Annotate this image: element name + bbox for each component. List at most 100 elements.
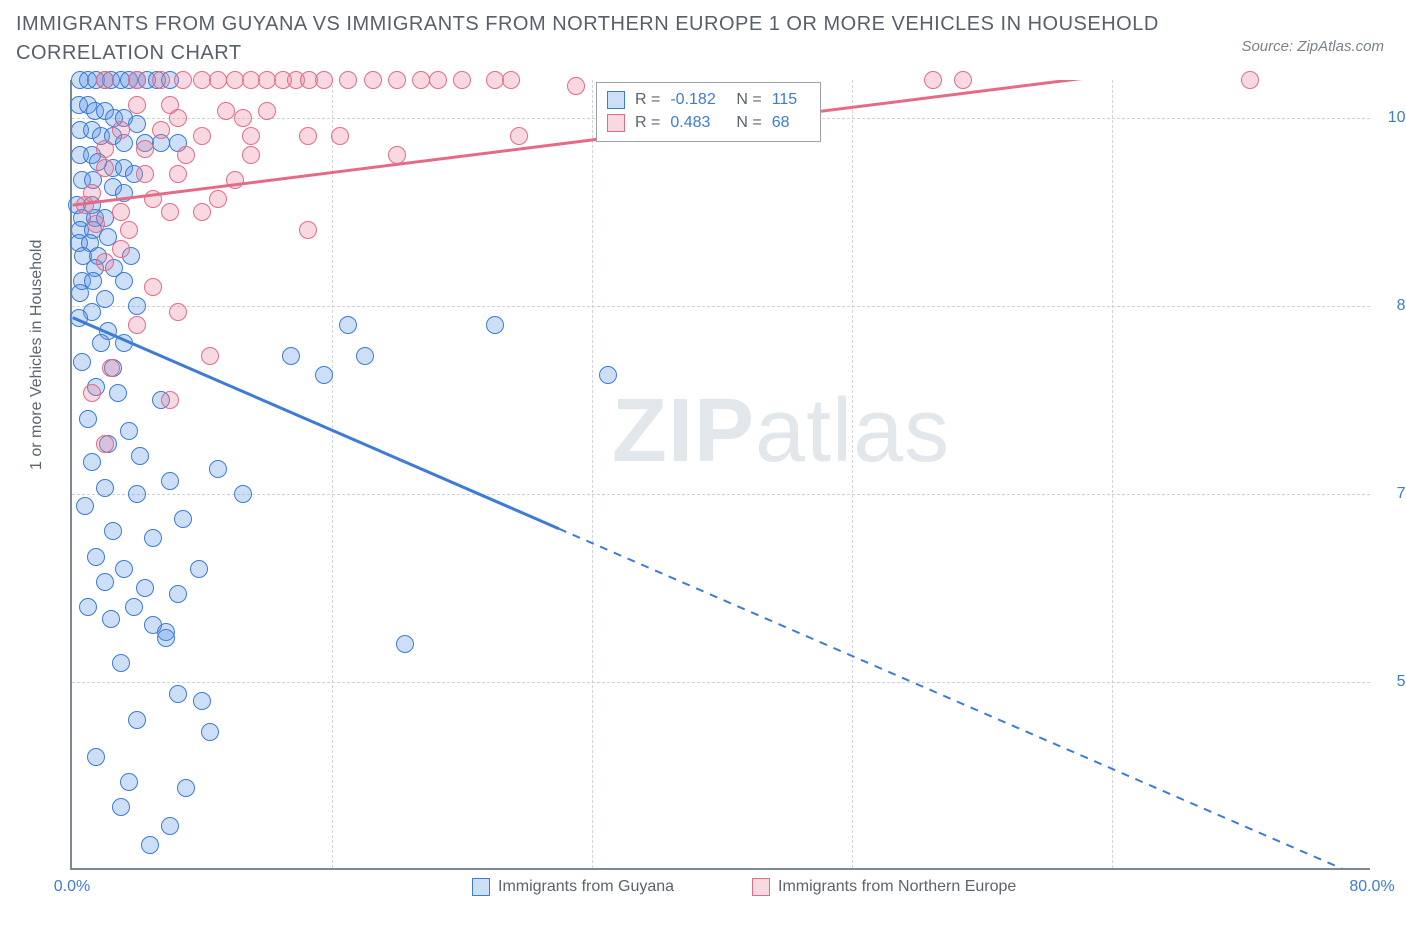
data-point-guyana — [112, 798, 130, 816]
data-point-neurope — [136, 140, 154, 158]
data-point-neurope — [144, 190, 162, 208]
data-point-guyana — [92, 334, 110, 352]
data-point-guyana — [144, 529, 162, 547]
stats-row-guyana: R =-0.182N =115 — [607, 88, 808, 111]
data-point-neurope — [144, 278, 162, 296]
chart-plot-area: ZIPatlas 55.0%70.0%85.0%100.0%0.0%80.0%R… — [70, 80, 1370, 870]
data-point-guyana — [115, 560, 133, 578]
data-point-neurope — [136, 165, 154, 183]
stats-legend: R =-0.182N =115R =0.483N =68 — [596, 82, 821, 142]
data-point-guyana — [115, 334, 133, 352]
data-point-neurope — [242, 146, 260, 164]
y-tick-label: 70.0% — [1378, 485, 1406, 503]
data-point-neurope — [226, 171, 244, 189]
data-point-guyana — [76, 497, 94, 515]
gridline-v — [1112, 80, 1113, 868]
data-point-guyana — [339, 316, 357, 334]
legend-swatch — [752, 878, 770, 896]
data-point-guyana — [131, 447, 149, 465]
stats-row-neurope: R =0.483N =68 — [607, 111, 808, 134]
data-point-guyana — [201, 723, 219, 741]
data-point-neurope — [567, 77, 585, 95]
gridline-h — [72, 682, 1370, 683]
y-tick-label: 85.0% — [1378, 297, 1406, 315]
data-point-guyana — [71, 284, 89, 302]
x-tick-label: 0.0% — [54, 878, 90, 896]
data-point-guyana — [599, 366, 617, 384]
data-point-guyana — [396, 635, 414, 653]
data-point-neurope — [169, 165, 187, 183]
data-point-guyana — [128, 115, 146, 133]
data-point-neurope — [87, 215, 105, 233]
legend-swatch — [472, 878, 490, 896]
data-point-neurope — [364, 71, 382, 89]
data-point-neurope — [510, 127, 528, 145]
gridline-v — [852, 80, 853, 868]
legend-swatch — [607, 91, 625, 109]
watermark-bold: ZIP — [612, 381, 755, 481]
data-point-neurope — [388, 146, 406, 164]
data-point-neurope — [96, 140, 114, 158]
data-point-neurope — [128, 71, 146, 89]
data-point-neurope — [169, 109, 187, 127]
x-tick-label: 80.0% — [1349, 878, 1394, 896]
data-point-guyana — [109, 384, 127, 402]
data-point-guyana — [70, 309, 88, 327]
data-point-neurope — [209, 190, 227, 208]
data-point-guyana — [112, 654, 130, 672]
data-point-neurope — [242, 127, 260, 145]
data-point-guyana — [169, 685, 187, 703]
gridline-v — [332, 80, 333, 868]
gridline-h — [72, 306, 1370, 307]
data-point-neurope — [954, 71, 972, 89]
legend-swatch — [607, 114, 625, 132]
legend-label: Immigrants from Northern Europe — [778, 878, 1016, 896]
data-point-neurope — [388, 71, 406, 89]
data-point-neurope — [76, 196, 94, 214]
data-point-guyana — [177, 779, 195, 797]
data-point-guyana — [356, 347, 374, 365]
data-point-neurope — [502, 71, 520, 89]
data-point-neurope — [201, 347, 219, 365]
data-point-neurope — [161, 203, 179, 221]
data-point-guyana — [128, 297, 146, 315]
gridline-h — [72, 494, 1370, 495]
legend-item-guyana: Immigrants from Guyana — [472, 878, 674, 896]
data-point-neurope — [331, 127, 349, 145]
data-point-neurope — [96, 435, 114, 453]
data-point-guyana — [128, 711, 146, 729]
data-point-neurope — [315, 71, 333, 89]
y-tick-label: 55.0% — [1378, 673, 1406, 691]
data-point-guyana — [120, 422, 138, 440]
data-point-neurope — [234, 109, 252, 127]
legend-item-neurope: Immigrants from Northern Europe — [752, 878, 1016, 896]
data-point-guyana — [79, 410, 97, 428]
data-point-neurope — [169, 303, 187, 321]
data-point-neurope — [174, 71, 192, 89]
data-point-neurope — [339, 71, 357, 89]
data-point-guyana — [102, 610, 120, 628]
data-point-guyana — [234, 485, 252, 503]
data-point-guyana — [104, 522, 122, 540]
data-point-guyana — [209, 460, 227, 478]
data-point-neurope — [152, 71, 170, 89]
data-point-neurope — [112, 240, 130, 258]
data-point-guyana — [96, 573, 114, 591]
gridline-v — [592, 80, 593, 868]
data-point-guyana — [157, 629, 175, 647]
watermark: ZIPatlas — [612, 380, 950, 483]
data-point-guyana — [96, 479, 114, 497]
data-point-neurope — [924, 71, 942, 89]
data-point-guyana — [161, 472, 179, 490]
data-point-guyana — [120, 773, 138, 791]
data-point-neurope — [128, 96, 146, 114]
data-point-neurope — [112, 121, 130, 139]
data-point-neurope — [96, 159, 114, 177]
data-point-guyana — [83, 453, 101, 471]
data-point-neurope — [193, 203, 211, 221]
data-point-neurope — [429, 71, 447, 89]
data-point-neurope — [193, 127, 211, 145]
data-point-guyana — [79, 598, 97, 616]
chart-source: Source: ZipAtlas.com — [1241, 38, 1384, 55]
data-point-neurope — [120, 221, 138, 239]
